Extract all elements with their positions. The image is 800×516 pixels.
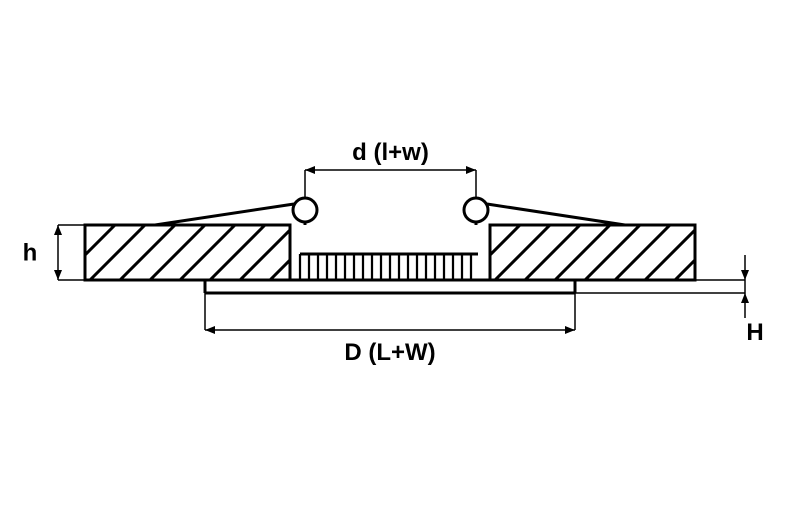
dim-label: H <box>746 319 763 346</box>
dim-label: h <box>23 240 38 267</box>
dim-label: d (l+w) <box>352 139 429 166</box>
dim-label: D (L+W) <box>344 339 435 366</box>
cross-section-diagram: d (l+w) D (L+W) h H <box>0 0 800 516</box>
